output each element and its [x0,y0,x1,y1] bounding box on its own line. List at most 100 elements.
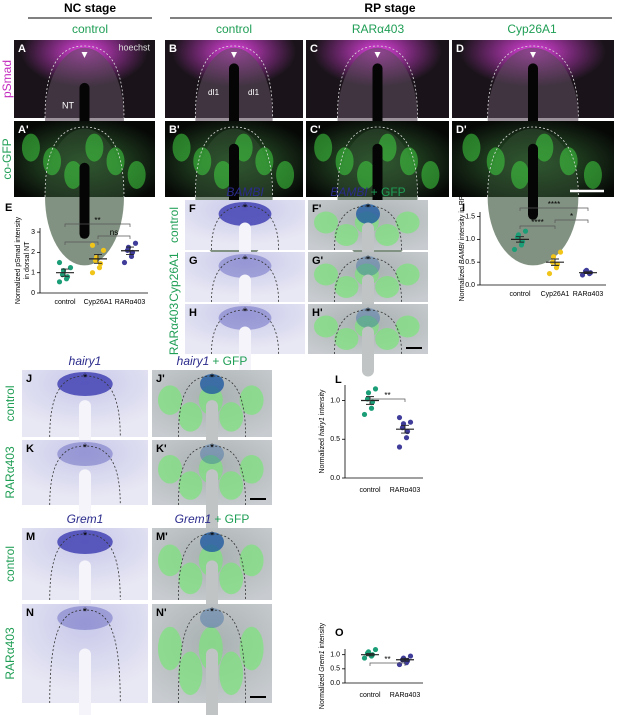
gfp-cells [375,224,400,246]
data-point [89,270,96,276]
y-tick-label: 0 [31,290,35,297]
y-axis-label: Normalized pSmad intensity [15,216,22,304]
tube-outline [49,375,121,438]
midline-marker: * [83,442,88,454]
ish-image [152,440,272,535]
tube-outline [44,126,125,198]
panel-letter: I [462,202,465,214]
panel-letter: G [189,255,198,267]
panel-letter: B' [169,124,180,136]
y-axis-label-part: in dorsal NT [24,241,31,279]
condition-label: RARα403 [352,22,405,36]
error-bar [126,246,134,255]
merge-suffix: + GFP [212,354,247,368]
row-label: co-GFP [0,138,14,179]
midline-marker: * [243,254,248,266]
gfp-cells [234,133,253,162]
data-point [407,653,414,659]
y-axis-label-part: BAMBI [459,242,466,264]
y-axis-label-part: intensity [319,389,326,417]
condition-label: RARα403 [3,627,17,680]
tube-outline [337,126,418,198]
data-point [557,249,564,255]
panel-letter: H [189,307,197,319]
y-axis-label-part: hairy1 [319,417,326,436]
gene-label: BAMBI [226,185,264,199]
lumen [79,648,91,715]
data-point [132,240,139,246]
tube-outline [487,126,579,198]
x-tick-label: RARα403 [390,692,421,699]
condition-label: Cyp26A1 [167,252,181,302]
x-tick-label: RARα403 [573,291,604,298]
stain [356,256,380,276]
significance-label: **** [531,218,543,227]
significance-bracket [64,241,99,245]
panel-letter: M' [156,531,168,543]
tube-outline [49,609,121,704]
row-label: pSmad [0,60,14,98]
stain [57,606,113,630]
x-tick-label: control [509,291,530,298]
gfp-cells [334,224,359,246]
condition-label: control [3,385,17,421]
y-axis-label: Normalized BAMBI intensity in RP [459,195,466,301]
significance-bracket [369,662,406,666]
y-tick-label: 0.5 [465,259,475,266]
data-point [522,228,529,234]
gfp-cells [193,147,212,176]
gfp-cells [178,402,203,432]
ish-image [308,252,428,325]
x-tick-label: Cyp26A1 [84,299,113,306]
data-point [403,435,410,441]
significance-label: * [80,234,83,243]
stain [200,532,224,552]
stage-title: NC stage [64,1,116,15]
panel-letter: N [26,607,34,619]
y-tick-label: 0.0 [330,475,340,482]
neuron-label: dI1 [208,88,220,97]
panel-letter: A [18,43,26,55]
x-tick-label: control [359,487,380,494]
ish-image [152,604,272,715]
tube-outline [194,45,274,119]
condition-label: Cyp26A1 [507,22,557,36]
data-point [56,259,63,266]
gfp-cells [213,160,232,189]
ish-image [185,252,305,325]
gfp-cells [511,160,530,189]
panel-letter: F' [312,203,322,215]
gfp-cells [178,651,203,696]
significance-bracket [519,207,589,211]
panel-letter: O [335,627,344,639]
y-tick-label: 0.5 [330,436,340,443]
midline-marker: * [243,202,248,214]
gfp-cells [314,211,338,234]
y-tick-label: 0.0 [330,680,340,687]
error-bar [551,258,559,266]
data-point [368,405,375,411]
panel-letter: D' [456,124,467,136]
panel-letter: M [26,531,35,543]
arrowhead [374,52,381,58]
merge-label: hairy1 + GFP [177,354,248,368]
gfp-cells [314,263,338,286]
panel-letter: D [456,43,464,55]
gfp-cells [178,471,203,500]
condition-label: control [216,22,252,36]
panel-letter: K [26,443,34,455]
y-tick-label: 1.0 [465,236,475,243]
y-axis-label-part: intensity in RP [459,195,466,242]
gfp-cells [219,471,244,500]
stain [200,608,224,628]
data-point [96,265,103,271]
panel-letter: E [5,202,12,214]
condition-label: RARα403 [3,446,17,499]
gfp-cells [335,147,354,176]
data-point [511,246,518,253]
x-tick-label: Cyp26A1 [541,291,570,298]
significance-label: ** [94,216,100,225]
x-tick-label: control [359,692,380,699]
y-tick-label: 1.0 [330,652,340,659]
